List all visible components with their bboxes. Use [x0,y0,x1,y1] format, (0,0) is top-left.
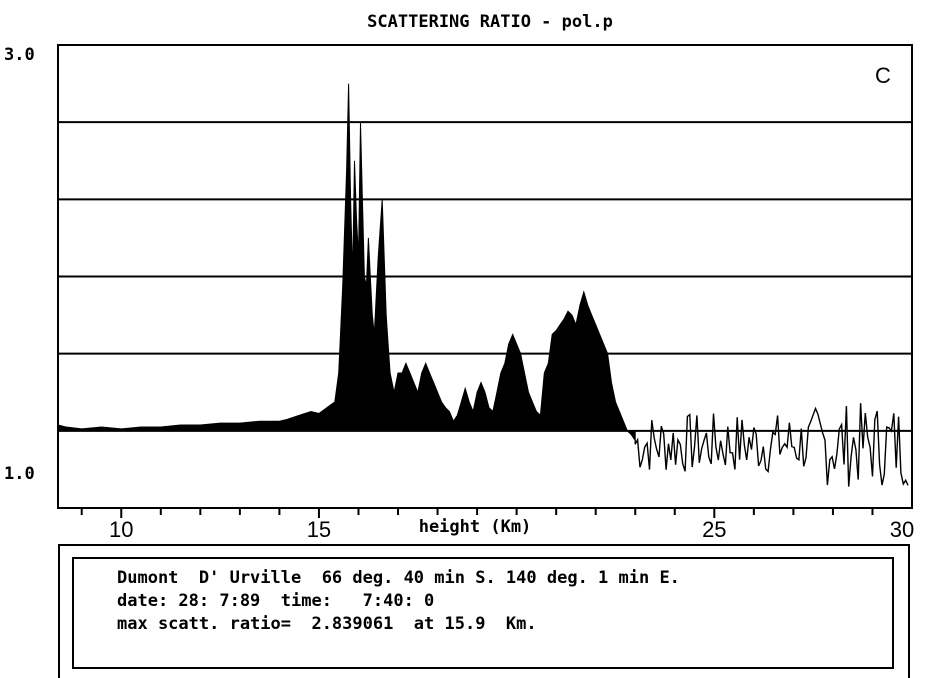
data-series-area [57,83,636,443]
scattering-ratio-chart: SCATTERING RATIO - pol.p C 10 15 25 30 3.0 … [4,12,914,542]
x-tick-label-25: 25 [702,517,726,542]
info-panel: Dumont D' Urville 66 deg. 40 min S. 140 … [72,557,894,669]
data-layer [57,83,909,487]
x-tick-label-30: 30 [890,517,914,542]
x-tick-label-15: 15 [307,517,331,542]
max-ratio-line: max scatt. ratio= 2.839061 at 15.9 Km. [117,614,537,634]
data-series-noise [634,403,909,487]
grid-layer [58,121,912,432]
y-tick-label-bottom: 1.0 [4,464,35,484]
chart-title: SCATTERING RATIO - pol.p [367,12,613,32]
x-tick-label-10: 10 [109,517,133,542]
panel-label: C [875,63,891,88]
date-time-line: date: 28: 7:89 time: 7:40: 0 [117,591,435,611]
plot-frame [57,44,913,509]
info-panel-outer [58,544,910,678]
x-axis-label: height (Km) [419,517,532,537]
station-line: Dumont D' Urville 66 deg. 40 min S. 140 … [117,568,680,588]
tick-layer: 10 15 25 30 [80,508,914,542]
y-tick-label-top: 3.0 [4,45,35,65]
